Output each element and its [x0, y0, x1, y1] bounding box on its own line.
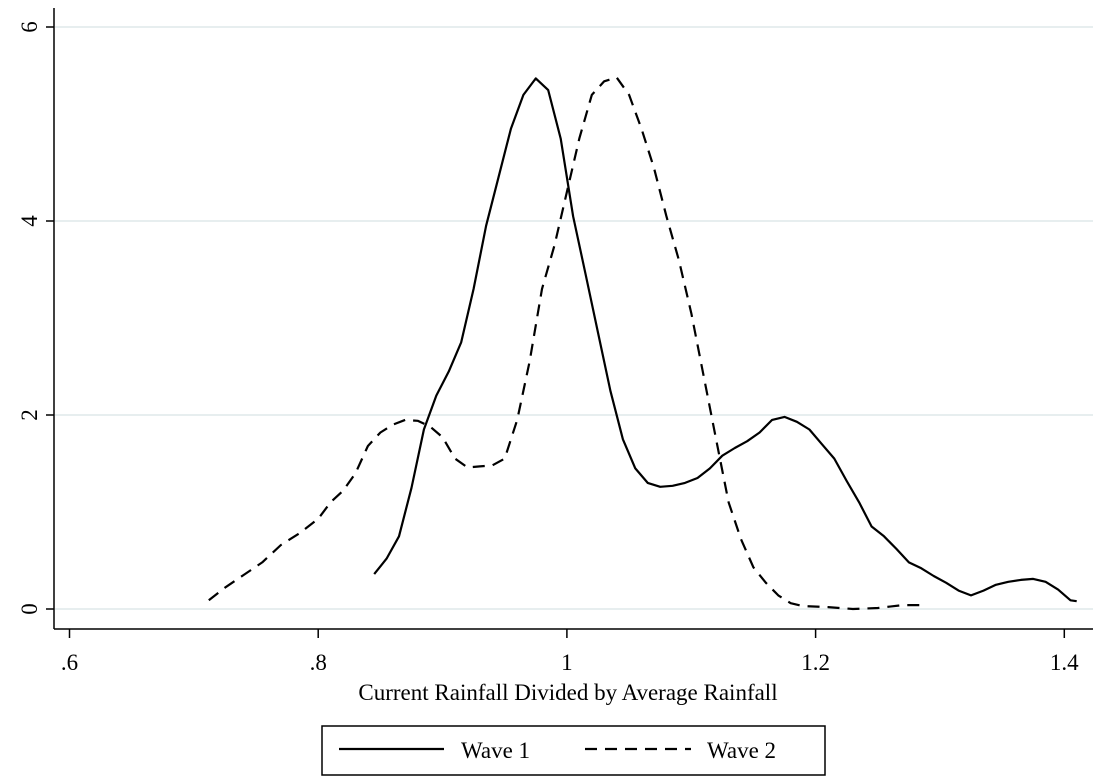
series: [208, 76, 1077, 611]
legend-box: [321, 725, 826, 776]
x-tick-label: .6: [61, 650, 78, 675]
x-tick-label: .8: [310, 650, 327, 675]
legend: Wave 1 Wave 2: [321, 725, 826, 776]
series-line-wave-2: [208, 76, 922, 611]
legend-label-wave-1: Wave 1: [461, 738, 530, 763]
x-tick-label: 1.4: [1050, 650, 1079, 675]
y-tick-label: 0: [17, 603, 42, 615]
x-tick-label: 1: [561, 650, 573, 675]
y-tick-label: 6: [17, 21, 42, 33]
ticks: 0 2 4 6 .6 .8 1 1.2 1.4: [17, 21, 1079, 675]
legend-label-wave-2: Wave 2: [707, 738, 776, 763]
x-axis-title: Current Rainfall Divided by Average Rain…: [358, 680, 777, 705]
gridlines: [55, 26, 1093, 610]
axes: [53, 8, 1093, 630]
y-tick-label: 4: [17, 215, 42, 227]
y-tick-label: 2: [17, 409, 42, 421]
x-tick-label: 1.2: [801, 650, 830, 675]
series-line-wave-1: [373, 77, 1077, 603]
